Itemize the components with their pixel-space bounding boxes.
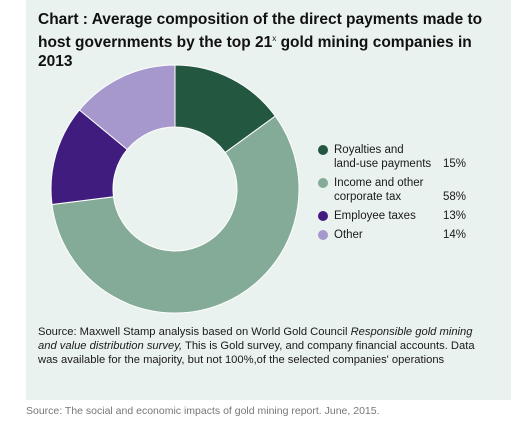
title-line-1: : Average composition of the direct paym… (82, 11, 483, 28)
legend-value-2: 13% (442, 210, 466, 222)
legend-item-3: Other 14% (318, 228, 478, 242)
legend-item-1: Income and other corporate tax 58% (318, 176, 478, 204)
source-suffix: This is Gold survey, and company financi… (38, 340, 475, 366)
legend-swatch-3 (318, 230, 328, 240)
legend-item-2: Employee taxes 13% (318, 209, 478, 223)
legend-item-0: Royalties and land-use payments 15% (318, 143, 478, 171)
donut-slice-3 (78, 64, 176, 151)
legend-swatch-0 (318, 145, 328, 155)
source-italic: Responsible gold mining and value distri… (38, 326, 473, 352)
title-superscript: x (272, 34, 277, 43)
legend-swatch-1 (318, 178, 328, 188)
title-line-2b: gold mining companies in 2013 (38, 34, 472, 71)
legend-value-1: 58% (442, 191, 466, 203)
legend-value-3: 14% (442, 229, 466, 241)
donut-slice-1 (51, 115, 300, 314)
legend-label-0: Royalties and land-use payments (334, 144, 432, 170)
legend-label-3: Other (334, 229, 363, 241)
legend-value-0: 15% (442, 158, 466, 170)
legend-label-2: Employee taxes (334, 210, 416, 222)
legend-swatch-2 (318, 211, 328, 221)
legend-label-1: Income and other corporate tax (334, 177, 424, 203)
title-line-2a: host governments by the top 21 (38, 34, 273, 52)
chart-source-note: Source: Maxwell Stamp analysis based on … (38, 325, 478, 367)
donut-chart (50, 64, 300, 314)
title-prefix: Chart (38, 11, 79, 28)
source-prefix: Source: Maxwell Stamp analysis based on … (38, 326, 351, 338)
chart-title: Chart : Average composition of the direc… (38, 10, 503, 71)
chart-legend: Royalties and land-use payments 15% Income… (318, 143, 478, 247)
page-footnote: Source: The social and economic impacts … (26, 405, 380, 417)
